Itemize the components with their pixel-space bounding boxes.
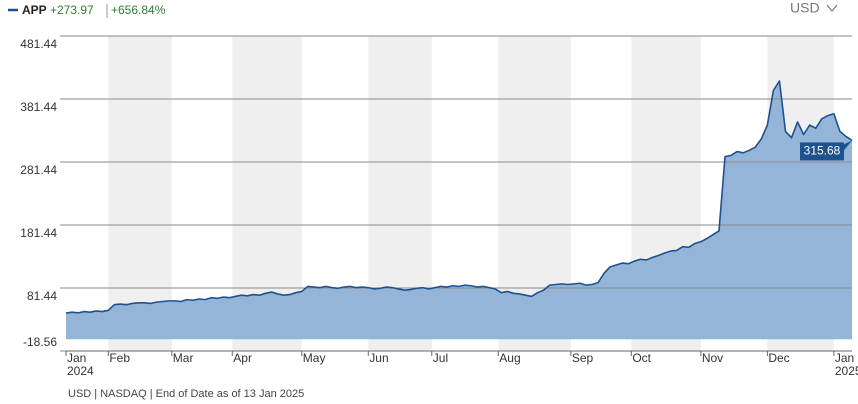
- x-tick-label: Dec: [768, 351, 789, 365]
- y-tick-label: 281.44: [20, 163, 57, 177]
- y-tick-label: 381.44: [20, 100, 57, 114]
- month-band: [108, 36, 172, 351]
- y-tick-label: 181.44: [20, 226, 57, 240]
- area-fill: [66, 81, 852, 340]
- price-line: [65, 80, 853, 314]
- x-tick-label: Jun: [369, 351, 388, 365]
- x-tick-label: May: [303, 351, 326, 365]
- x-tick-label: Jan: [835, 351, 854, 365]
- x-tick-year: 2024: [67, 364, 94, 378]
- currency-selector[interactable]: USD: [790, 0, 838, 16]
- x-tick-label: Nov: [702, 351, 723, 365]
- change-percent: +656.84%: [111, 3, 166, 17]
- last-value-box: [800, 142, 844, 161]
- last-value-pointer: [844, 140, 852, 151]
- source-note: USD | NASDAQ | End of Date as of 13 Jan …: [68, 388, 304, 400]
- dropdown-chevron[interactable]: [826, 4, 838, 12]
- y-tick-label: -18.56: [23, 335, 57, 349]
- currency[interactable]: USD: [790, 0, 820, 16]
- change: +273.97: [50, 3, 94, 17]
- y-tick-label: 81.44: [27, 289, 57, 303]
- x-tick-year: 2025: [835, 364, 858, 378]
- plot: [66, 81, 852, 340]
- x-tick-label: Feb: [109, 351, 130, 365]
- x-tick-label: Sep: [572, 351, 594, 365]
- ticker: APP: [22, 3, 47, 17]
- x-tick-label: Oct: [632, 351, 651, 365]
- x-tick-label: Mar: [173, 351, 194, 365]
- y-tick-label: 481.44: [20, 37, 57, 51]
- x-tick-label: Jan: [67, 351, 86, 365]
- last-value-label: 315.68: [804, 144, 841, 158]
- x-tick-label: Apr: [233, 351, 252, 365]
- x-tick-label: Jul: [433, 351, 448, 365]
- x-tick-label: Aug: [499, 351, 520, 365]
